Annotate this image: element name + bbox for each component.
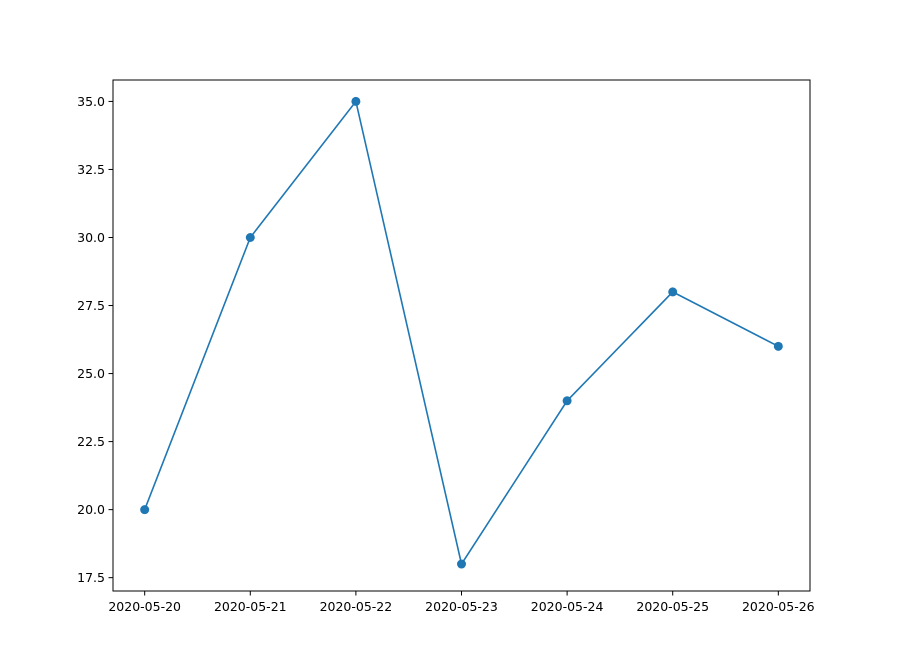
data-point (140, 505, 150, 515)
x-tick-label: 2020-05-20 (108, 599, 181, 614)
data-point (668, 287, 678, 297)
y-tick-label: 30.0 (77, 230, 105, 245)
y-tick-label: 32.5 (77, 162, 105, 177)
plot-area (113, 80, 810, 591)
data-point (773, 341, 783, 351)
y-tick-label: 17.5 (77, 570, 105, 585)
y-axis: 17.5 20.0 22.5 25.0 27.5 30.0 32.5 35.0 (77, 94, 113, 585)
x-tick-label: 2020-05-25 (636, 599, 709, 614)
data-point (351, 96, 361, 106)
x-tick-label: 2020-05-24 (531, 599, 604, 614)
y-tick-label: 25.0 (77, 366, 105, 381)
x-axis: 2020-05-20 2020-05-21 2020-05-22 2020-05-23… (108, 591, 815, 614)
y-tick-label: 20.0 (77, 502, 105, 517)
x-tick-label: 2020-05-22 (320, 599, 393, 614)
y-tick-label: 22.5 (77, 434, 105, 449)
y-tick-label: 35.0 (77, 94, 105, 109)
y-tick-label: 27.5 (77, 298, 105, 313)
data-point (245, 232, 255, 242)
x-tick-label: 2020-05-26 (742, 599, 815, 614)
plot-frame (112, 79, 811, 592)
series-markers (140, 96, 783, 569)
x-tick-label: 2020-05-21 (214, 599, 287, 614)
data-point (562, 396, 572, 406)
x-tick-label: 2020-05-23 (425, 599, 498, 614)
data-point (457, 559, 466, 569)
